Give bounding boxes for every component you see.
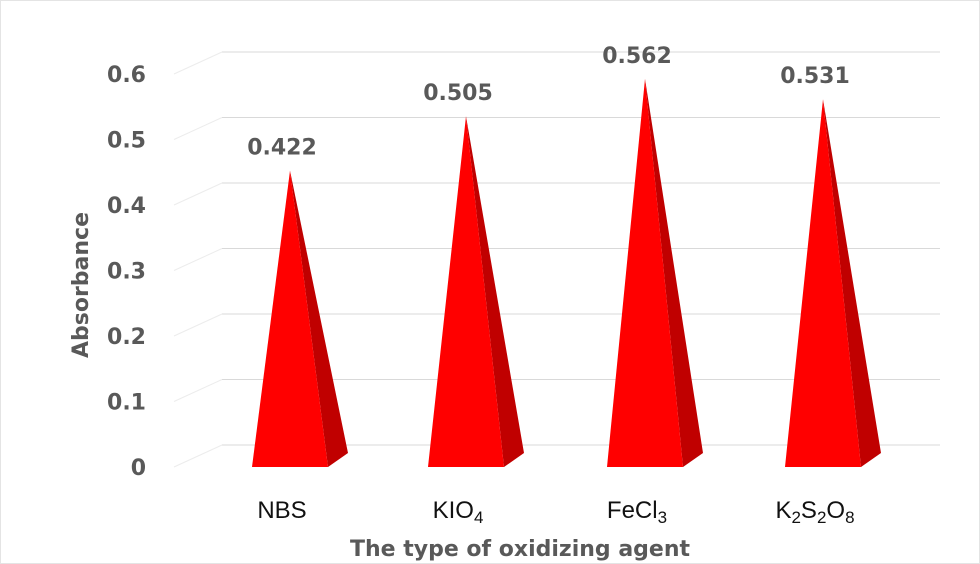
y-tick-labels: 0 0.1 0.2 0.3 0.4 0.5 0.6 (107, 63, 146, 481)
bar-side (645, 78, 703, 467)
y-tick-label: 0 (131, 456, 146, 481)
x-tick-label: KIO4 (433, 497, 484, 527)
y-tick-label: 0.3 (107, 260, 146, 285)
y-axis-title: Absorbance (69, 212, 94, 358)
x-tick-labels: NBS KIO4 FeCl3 K2S2O8 (257, 497, 854, 527)
bar (785, 99, 861, 467)
gridline-side (173, 379, 223, 402)
x-tick-label: NBS (257, 497, 306, 524)
data-label: 0.562 (602, 44, 672, 69)
x-axis-title: The type of oxidizing agent (350, 537, 691, 562)
bars-layer (252, 78, 881, 467)
bar (428, 116, 504, 467)
bar (607, 78, 683, 467)
bar-side (466, 116, 524, 467)
bar (252, 170, 328, 467)
bar-side (823, 99, 881, 467)
data-label: 0.505 (423, 81, 493, 106)
gridline-side (173, 444, 223, 468)
y-tick-label: 0.1 (107, 391, 146, 416)
x-tick-label: FeCl3 (607, 497, 667, 527)
y-tick-label: 0.2 (107, 325, 146, 350)
gridline-side (173, 182, 223, 206)
data-label: 0.531 (780, 64, 850, 89)
y-tick-label: 0.4 (107, 194, 146, 219)
x-tick-label: K2S2O8 (775, 497, 854, 527)
data-label: 0.422 (247, 136, 317, 161)
gridline-side (173, 117, 223, 140)
data-labels-layer: 0.422 0.505 0.562 0.531 (247, 44, 850, 161)
gridline-side (173, 313, 223, 337)
y-tick-label: 0.5 (107, 129, 146, 154)
gridline-side (173, 51, 223, 75)
y-tick-label: 0.6 (107, 63, 146, 88)
bar-side (290, 170, 348, 467)
gridline-side (173, 248, 223, 271)
